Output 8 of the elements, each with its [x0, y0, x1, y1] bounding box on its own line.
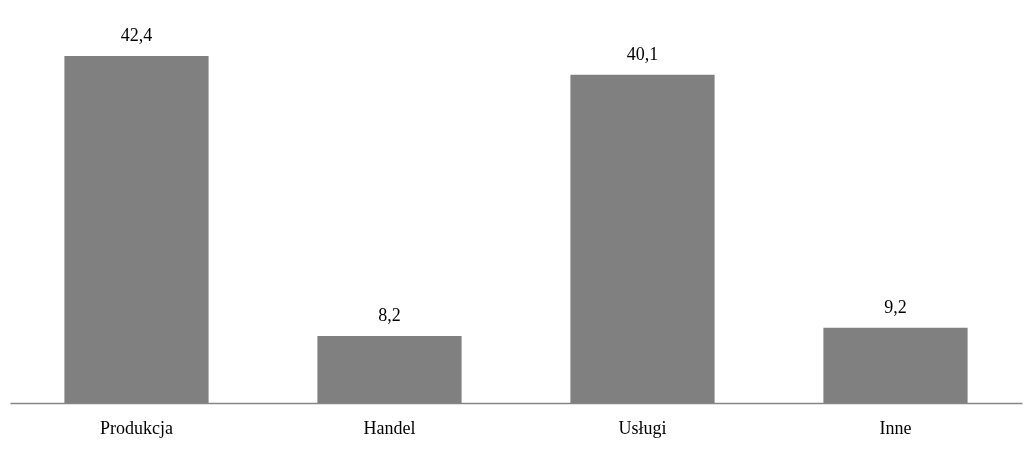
x-tick-label: Usługi	[618, 417, 667, 438]
data-label: 9,2	[884, 296, 907, 317]
x-tick-label: Inne	[879, 417, 912, 438]
x-tick-label: Handel	[363, 417, 416, 438]
data-label: 40,1	[626, 43, 659, 64]
x-tick-label: Produkcja	[100, 417, 173, 438]
data-label: 42,4	[120, 25, 153, 45]
data-label: 8,2	[378, 304, 401, 325]
